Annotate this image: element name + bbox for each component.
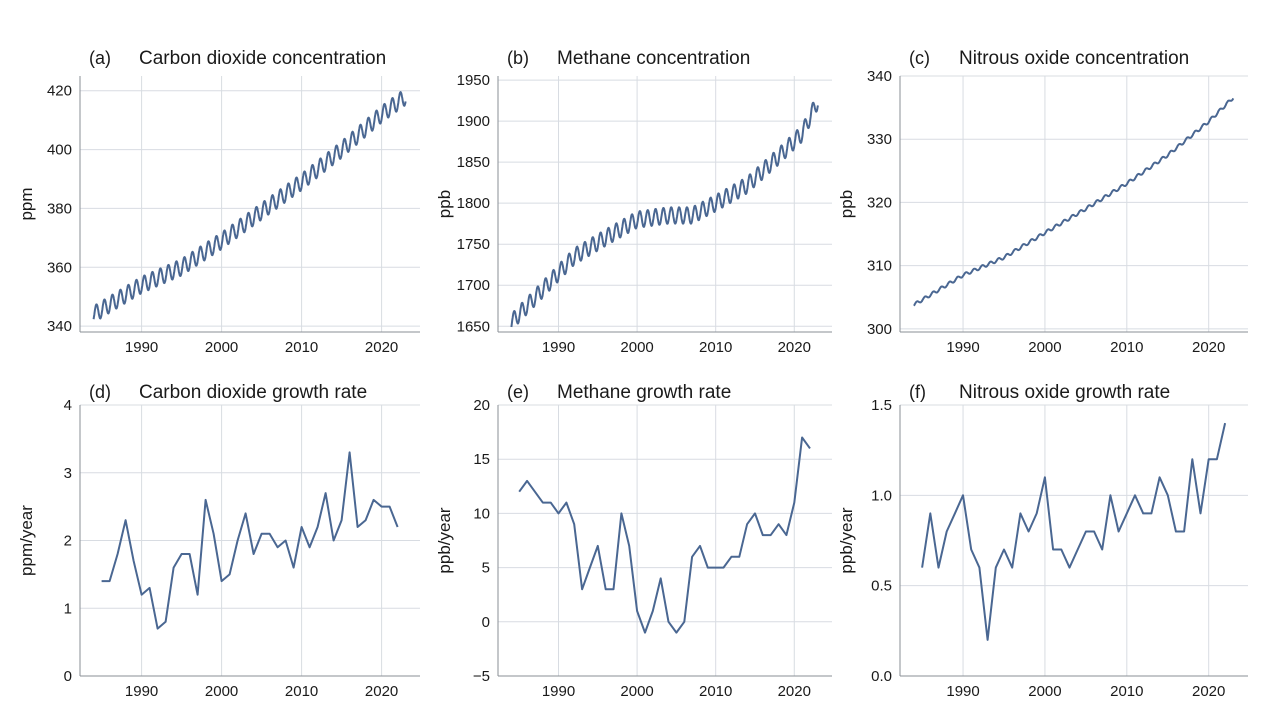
x-tick-label: 1990 <box>946 683 979 700</box>
x-tick-label: 2000 <box>1028 339 1061 356</box>
y-axis-label: ppb <box>435 190 454 218</box>
y-tick-label: 0.5 <box>871 578 892 595</box>
y-axis-label: ppm <box>17 187 36 220</box>
x-tick-label: 2000 <box>620 683 653 700</box>
panel-title: Carbon dioxide growth rate <box>139 382 367 403</box>
y-axis-label: ppm/year <box>17 505 36 576</box>
series-line <box>518 436 811 634</box>
y-tick-label: 360 <box>47 259 72 276</box>
y-axis-label: ppb/year <box>837 507 856 573</box>
y-tick-label: 1750 <box>457 236 490 253</box>
y-tick-label: 1950 <box>457 72 490 89</box>
y-tick-label: 310 <box>867 258 892 275</box>
x-tick-label: 2010 <box>1110 339 1143 356</box>
y-tick-label: 0.0 <box>871 668 892 685</box>
y-tick-label: −5 <box>473 668 490 685</box>
y-tick-label: 1650 <box>457 318 490 335</box>
y-tick-label: 380 <box>47 200 72 217</box>
y-tick-label: 340 <box>867 68 892 85</box>
y-tick-label: 10 <box>473 505 490 522</box>
panel-letter: (c) <box>909 48 930 68</box>
x-tick-label: 1990 <box>542 683 575 700</box>
x-tick-label: 2000 <box>620 339 653 356</box>
y-tick-label: 330 <box>867 131 892 148</box>
y-axis-label: ppb <box>837 190 856 218</box>
y-tick-label: 1850 <box>457 154 490 171</box>
x-tick-label: 1990 <box>125 339 158 356</box>
panel-letter: (f) <box>909 382 926 402</box>
panel-d: 0 1 2 3 4 1990 2000 2010 2020 (d) Carbon dioxide g… <box>17 382 420 700</box>
x-tick-label: 2020 <box>1192 339 1225 356</box>
y-tick-label: 320 <box>867 194 892 211</box>
y-tick-label: 4 <box>64 397 72 414</box>
x-tick-label: 2020 <box>365 683 398 700</box>
y-tick-label: 340 <box>47 318 72 335</box>
series-line <box>92 91 407 320</box>
x-tick-label: 2000 <box>205 683 238 700</box>
y-tick-label: 1.5 <box>871 397 892 414</box>
y-tick-label: 300 <box>867 321 892 338</box>
x-tick-label: 1990 <box>125 683 158 700</box>
panel-letter: (e) <box>507 382 529 402</box>
series-line <box>101 451 399 630</box>
y-tick-label: 1700 <box>457 277 490 294</box>
x-tick-label: 2020 <box>778 339 811 356</box>
y-tick-label: 1 <box>64 600 72 617</box>
y-tick-label: 420 <box>47 83 72 100</box>
x-tick-label: 2020 <box>778 683 811 700</box>
y-tick-label: 1800 <box>457 195 490 212</box>
series-line <box>510 101 819 328</box>
y-tick-label: 1900 <box>457 113 490 130</box>
y-tick-label: 0 <box>482 614 490 631</box>
series-line <box>921 422 1227 641</box>
y-tick-label: 400 <box>47 142 72 159</box>
panel-e: −5 0 5 10 15 20 1990 2000 2010 2020 (e) Methane gro… <box>435 382 832 700</box>
x-tick-label: 2010 <box>1110 683 1143 700</box>
panel-letter: (b) <box>507 48 529 68</box>
series-line <box>913 97 1235 307</box>
panel-letter: (d) <box>89 382 111 402</box>
panel-f: 0.0 0.5 1.0 1.5 1990 2000 2010 2020 (f) Nitrous o… <box>837 382 1248 700</box>
x-tick-label: 2010 <box>699 339 732 356</box>
y-tick-label: 20 <box>473 397 490 414</box>
x-tick-label: 2010 <box>285 339 318 356</box>
y-tick-label: 3 <box>64 465 72 482</box>
x-tick-label: 2010 <box>285 683 318 700</box>
panel-title: Nitrous oxide concentration <box>959 48 1189 69</box>
y-tick-label: 0 <box>64 668 72 685</box>
y-tick-label: 5 <box>482 560 490 577</box>
x-tick-label: 2010 <box>699 683 732 700</box>
y-axis-label: ppb/year <box>435 507 454 573</box>
x-tick-label: 2020 <box>1192 683 1225 700</box>
x-tick-label: 1990 <box>542 339 575 356</box>
x-tick-label: 1990 <box>946 339 979 356</box>
panel-letter: (a) <box>89 48 111 68</box>
y-tick-label: 2 <box>64 533 72 550</box>
x-tick-label: 2000 <box>205 339 238 356</box>
panel-title: Nitrous oxide growth rate <box>959 382 1170 403</box>
panel-a: 340 360 380 400 420 1990 2000 2010 2020 (a) Carbon… <box>17 48 420 356</box>
panel-title: Carbon dioxide concentration <box>139 48 386 69</box>
panel-title: Methane growth rate <box>557 382 731 403</box>
y-tick-label: 15 <box>473 451 490 468</box>
y-tick-label: 1.0 <box>871 487 892 504</box>
x-tick-label: 2000 <box>1028 683 1061 700</box>
panel-b: 1650 1700 1750 1800 1850 1900 1950 1990 2000 2010… <box>435 48 832 356</box>
panel-c: 300 310 320 330 340 1990 2000 2010 2020 (c) Nitrou… <box>837 48 1248 356</box>
panel-title: Methane concentration <box>557 48 750 69</box>
x-tick-label: 2020 <box>365 339 398 356</box>
